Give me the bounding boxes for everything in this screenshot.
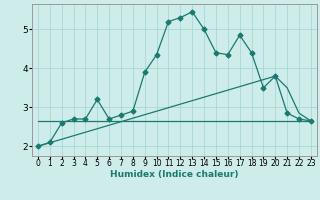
X-axis label: Humidex (Indice chaleur): Humidex (Indice chaleur) [110,170,239,179]
